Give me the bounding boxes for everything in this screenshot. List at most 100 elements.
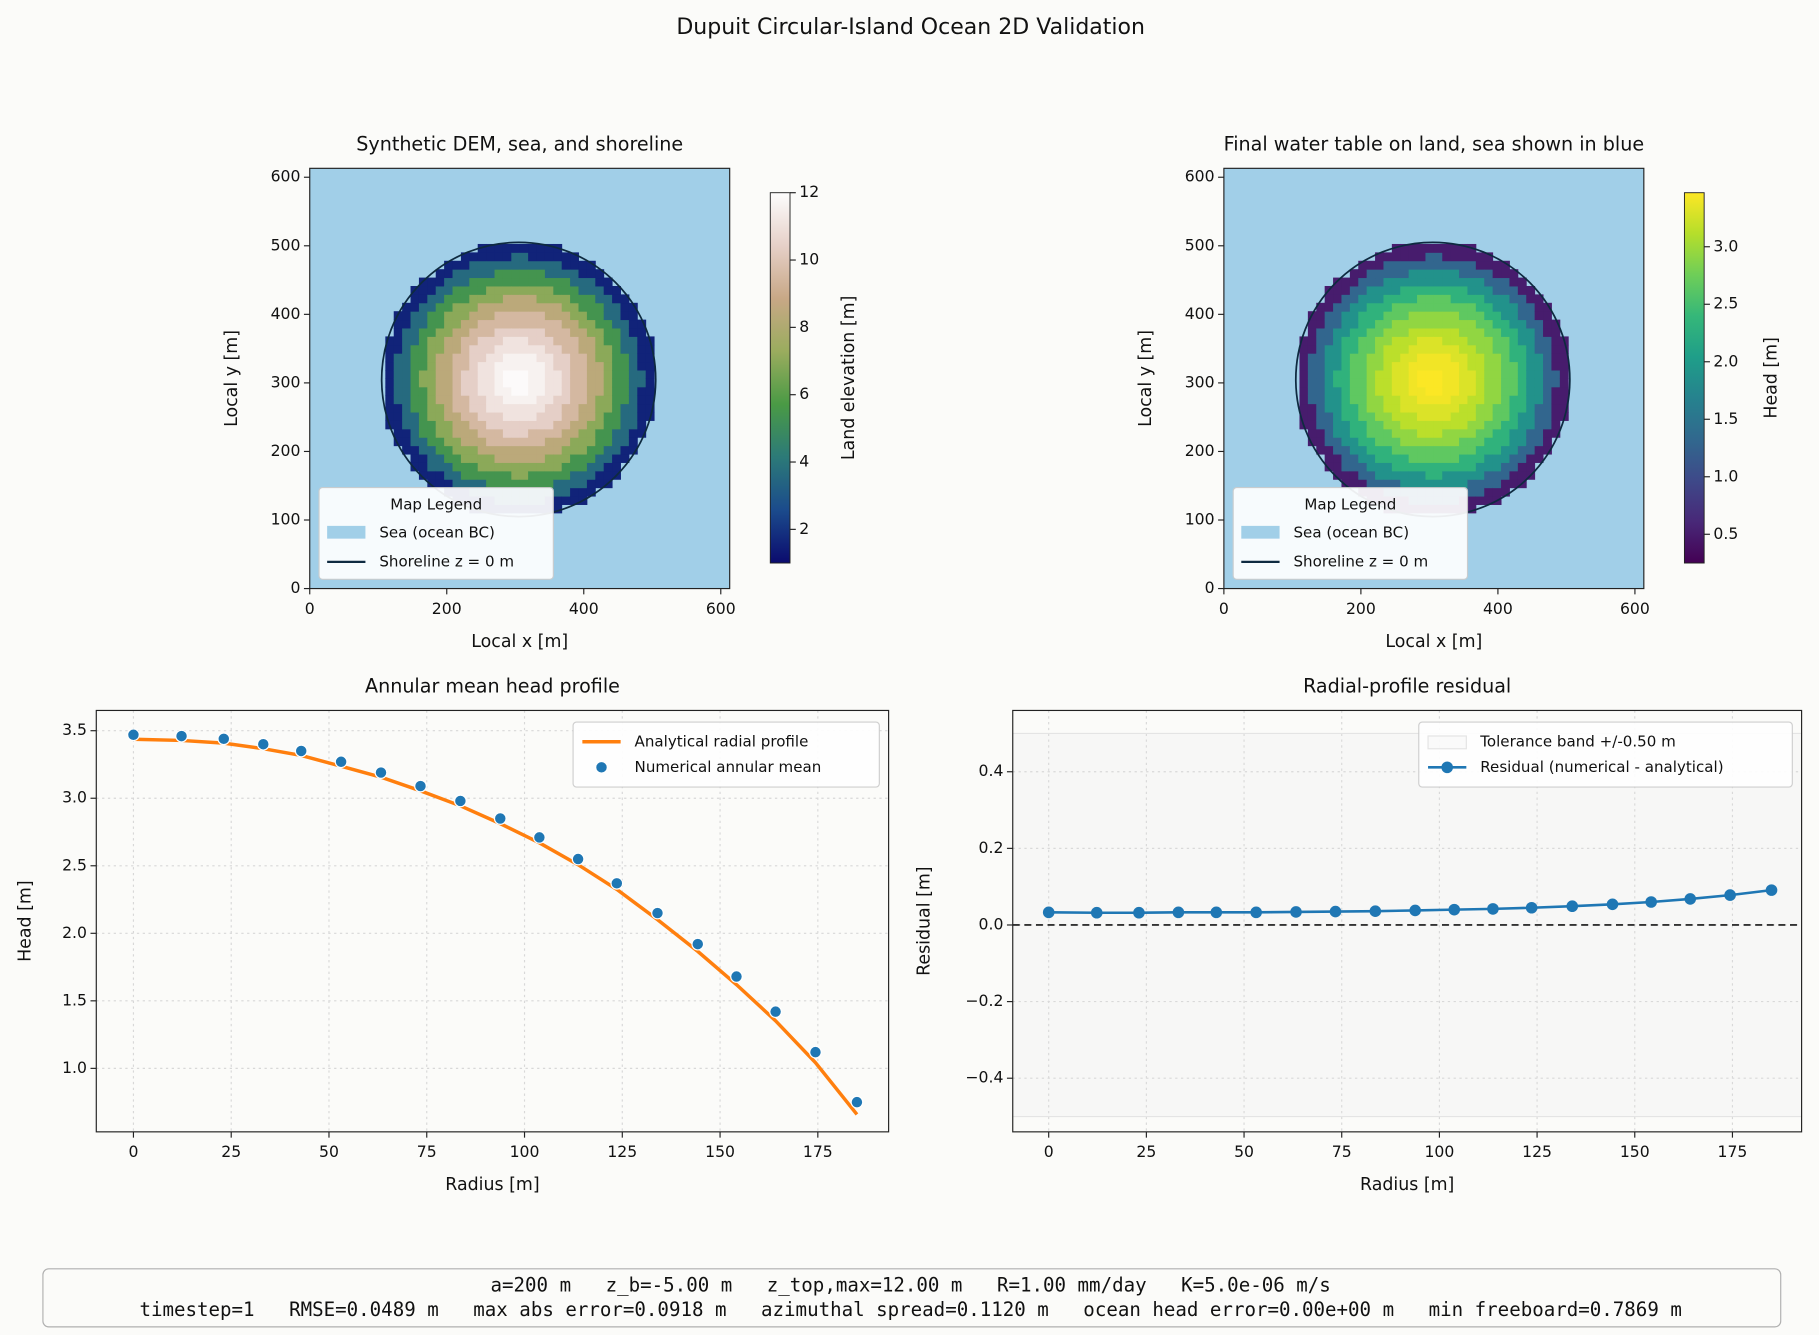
- cell: [1475, 302, 1485, 312]
- cell: [1534, 428, 1544, 438]
- cell: [628, 319, 638, 329]
- cell: [519, 319, 529, 329]
- cell: [620, 336, 630, 346]
- cell: [1475, 269, 1485, 279]
- cell: [586, 428, 596, 438]
- cell: [1366, 445, 1376, 455]
- cell: [460, 470, 470, 480]
- cell: [1333, 420, 1342, 430]
- cell: [1467, 370, 1477, 379]
- cell: [553, 445, 563, 455]
- axes-title: Synthetic DEM, sea, and shoreline: [356, 133, 683, 156]
- cell: [1433, 353, 1443, 363]
- cell: [469, 252, 479, 262]
- cell: [1341, 311, 1351, 321]
- cell: [1467, 294, 1477, 304]
- cell: [1501, 260, 1510, 270]
- cell: [502, 454, 512, 463]
- cell: [1433, 252, 1443, 262]
- cell: [561, 470, 571, 480]
- cell: [1383, 412, 1393, 421]
- cell: [427, 302, 437, 312]
- cell: [1543, 361, 1552, 371]
- cell: [1349, 412, 1359, 421]
- cell: [444, 437, 453, 447]
- cell: [1534, 378, 1544, 388]
- cell: [1366, 386, 1376, 396]
- y-tick-label: 3.5: [62, 720, 87, 739]
- cell: [1333, 437, 1342, 447]
- cell: [1492, 328, 1502, 337]
- cell: [1501, 361, 1510, 371]
- cell: [1467, 277, 1477, 287]
- cell: [1433, 260, 1443, 270]
- cell: [393, 336, 403, 346]
- cell: [511, 370, 521, 379]
- cell: [460, 479, 470, 489]
- cell: [1375, 294, 1384, 304]
- cell: [544, 311, 554, 321]
- cell: [1450, 479, 1460, 489]
- cell: [477, 344, 487, 354]
- cell: [1534, 445, 1544, 455]
- cell: [595, 277, 605, 287]
- cell: [1383, 462, 1393, 472]
- cell: [1509, 370, 1519, 379]
- cell: [1400, 462, 1410, 472]
- cell: [1391, 319, 1401, 329]
- cell: [1517, 328, 1527, 337]
- cell: [1517, 344, 1527, 354]
- cell: [1484, 479, 1494, 489]
- cell: [444, 285, 453, 295]
- cell: [1501, 412, 1510, 421]
- cell: [452, 462, 462, 472]
- cell: [519, 470, 529, 480]
- point: [217, 732, 231, 746]
- legend-box: [1418, 721, 1793, 788]
- cell: [511, 260, 521, 270]
- legend-marker: [595, 760, 608, 774]
- cell: [1341, 378, 1351, 388]
- cell: [1543, 319, 1552, 329]
- cell: [486, 243, 495, 253]
- cell: [385, 386, 395, 396]
- footer-line: a=200 m z_b=-5.00 m z_top,max=12.00 m R=…: [491, 1274, 1331, 1297]
- cell: [410, 361, 420, 371]
- cell: [1484, 311, 1494, 321]
- cell: [1391, 412, 1401, 421]
- cell: [1358, 336, 1368, 346]
- cell: [418, 395, 428, 405]
- cell: [578, 353, 588, 363]
- cell: [1543, 420, 1552, 430]
- cell: [578, 428, 588, 438]
- cell: [494, 370, 504, 379]
- cell: [494, 412, 504, 421]
- cell: [1484, 487, 1494, 497]
- cell: [561, 336, 571, 346]
- cell: [1408, 294, 1418, 304]
- cell: [1425, 412, 1435, 421]
- cell: [1358, 470, 1368, 480]
- cell: [570, 403, 579, 413]
- cell: [410, 378, 420, 388]
- cell: [1425, 353, 1435, 363]
- cell: [578, 361, 588, 371]
- cell: [1501, 479, 1510, 489]
- cell: [1417, 260, 1426, 270]
- cell: [1375, 302, 1384, 312]
- cell: [544, 277, 554, 287]
- cell: [1425, 311, 1435, 321]
- cell: [469, 428, 479, 438]
- y-tick-label: 300: [1185, 372, 1215, 391]
- cell: [1559, 370, 1569, 379]
- cell: [469, 479, 479, 489]
- y-tick-label: 500: [1185, 235, 1215, 254]
- cell: [1307, 412, 1317, 421]
- cell: [1442, 319, 1452, 329]
- cell: [1316, 311, 1326, 321]
- cell: [1358, 445, 1368, 455]
- cell: [578, 470, 588, 480]
- cell: [418, 361, 428, 371]
- cell: [519, 386, 529, 396]
- cell: [1341, 454, 1351, 463]
